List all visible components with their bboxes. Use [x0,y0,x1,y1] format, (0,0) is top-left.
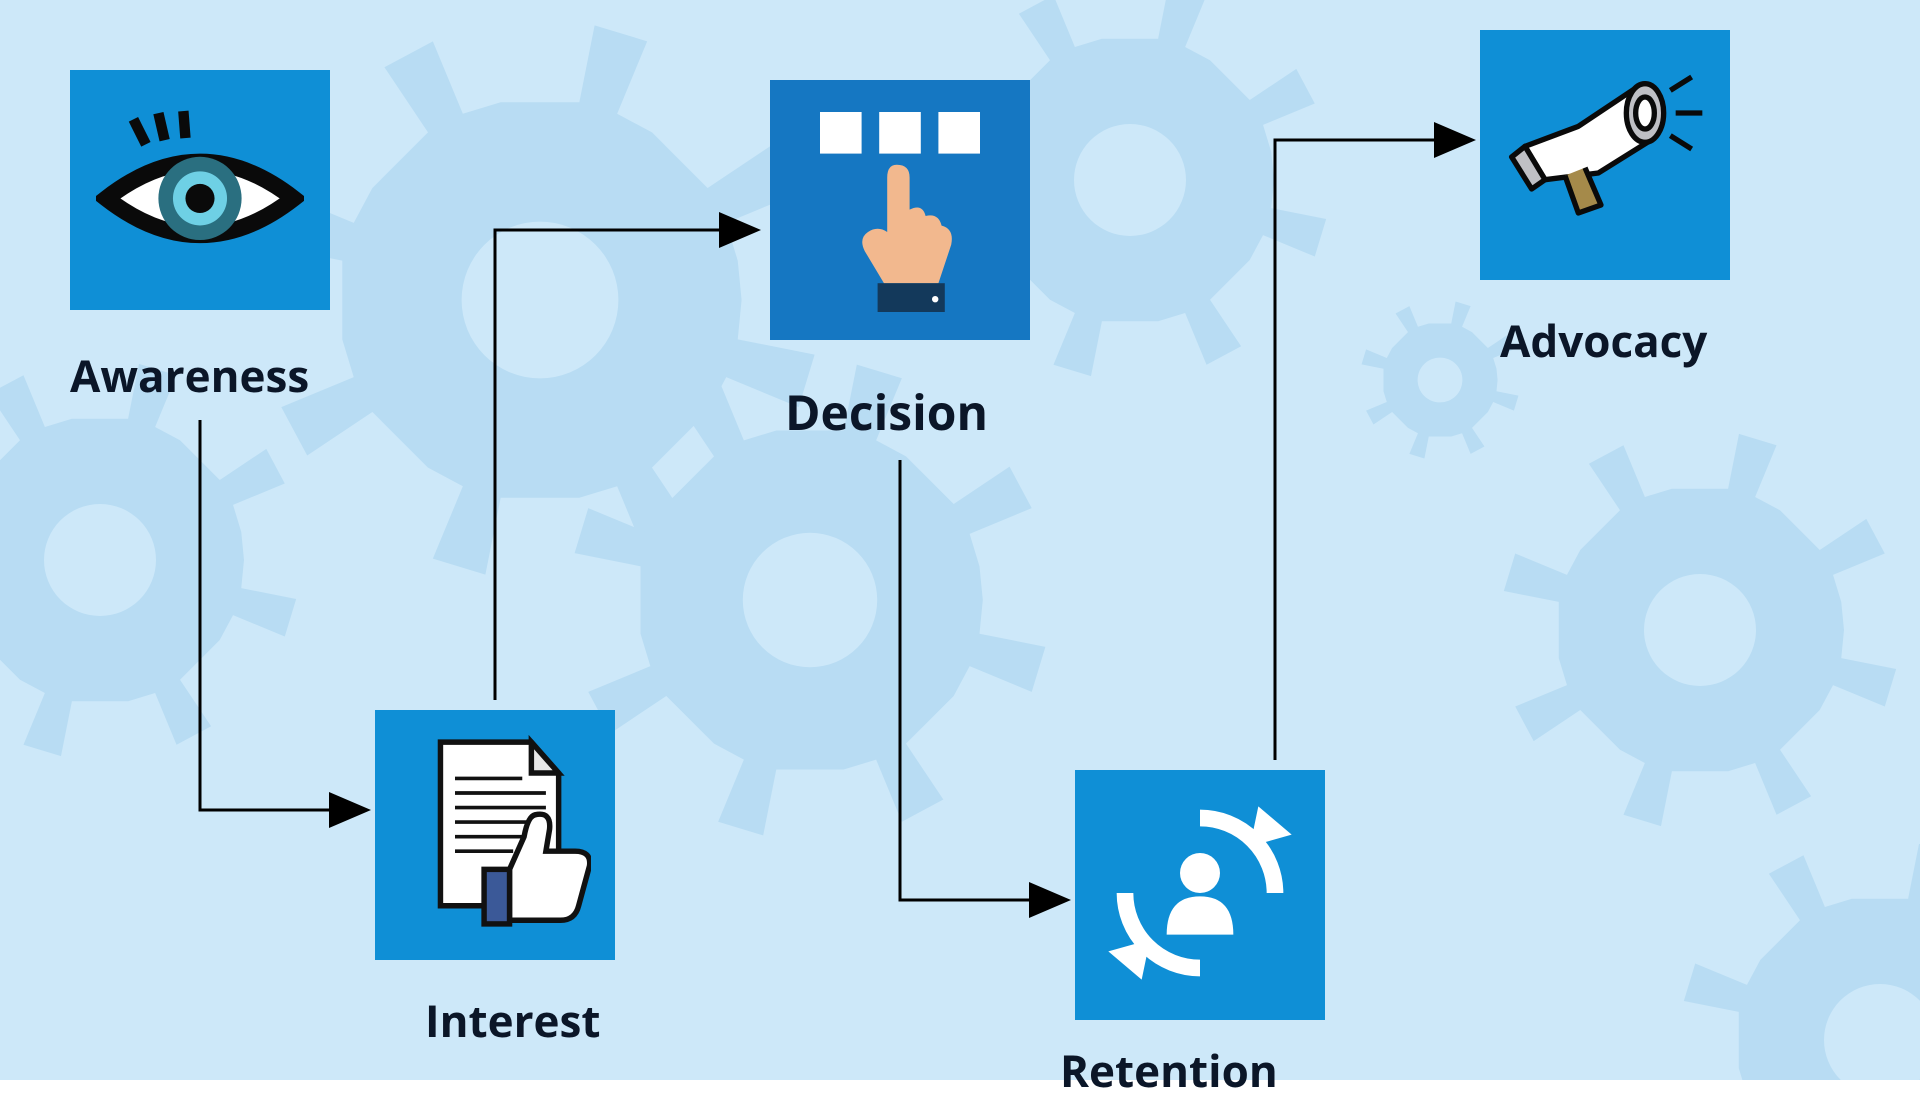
choose-icon [796,104,1004,317]
label-awareness: Awareness [70,345,309,405]
label-retention: Retention [1060,1040,1278,1100]
eye-icon [96,92,304,289]
label-interest: Interest [425,990,601,1050]
tile-advocacy [1480,30,1730,280]
doc-like-icon [399,733,591,938]
label-advocacy: Advocacy [1500,310,1707,370]
cycle-user-icon [1100,793,1300,998]
tile-decision [770,80,1030,340]
tile-interest [375,710,615,960]
tile-retention [1075,770,1325,1020]
label-decision: Decision [785,380,988,445]
megaphone-icon [1505,53,1705,258]
tile-awareness [70,70,330,310]
